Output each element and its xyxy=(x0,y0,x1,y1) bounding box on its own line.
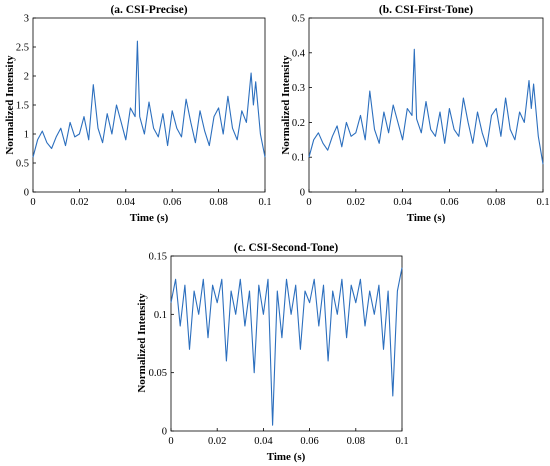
y-tick-label: 1.5 xyxy=(16,101,29,112)
x-tick-label: 0.08 xyxy=(487,197,505,208)
y-tick-label: 1 xyxy=(24,130,29,141)
x-axis-label: Time (s) xyxy=(267,451,306,463)
y-axis: 0 0.1 0.2 0.3 0.4 0.5 xyxy=(292,14,312,199)
y-tick-label: 2.5 xyxy=(16,43,29,54)
x-tick-label: 0.1 xyxy=(395,436,408,447)
x-tick-label: 0.1 xyxy=(258,197,271,208)
chart-title: (c. CSI-Second-Tone) xyxy=(234,242,339,254)
y-axis-label: Normalized Intensity xyxy=(4,55,16,155)
chart-panel-b: 0 0.02 0.04 0.06 0.08 0.1 0 0.1 0.2 0.3 0.4 0.5 (b… xyxy=(280,4,550,224)
y-axis: 0 0.05 0.1 0.15 xyxy=(149,252,174,438)
x-tick-label: 0 xyxy=(306,197,311,208)
x-axis-label: Time (s) xyxy=(407,212,446,224)
chart-panel-c: 0 0.02 0.04 0.06 0.08 0.1 0 0.05 0.1 0.15 (c. CS… xyxy=(136,242,409,463)
x-tick-label: 0.04 xyxy=(117,197,136,208)
y-tick-label: 0.2 xyxy=(292,118,305,129)
series-line xyxy=(32,40,266,158)
x-tick-label: 0.1 xyxy=(536,197,549,208)
series-line xyxy=(308,48,544,165)
x-tick-label: 0.08 xyxy=(347,436,365,447)
y-tick-label: 0.4 xyxy=(292,48,306,59)
x-axis: 0 0.02 0.04 0.06 0.08 0.1 xyxy=(30,189,272,208)
x-axis-label: Time (s) xyxy=(130,212,169,224)
y-tick-label: 0.1 xyxy=(154,310,167,321)
y-tick-label: 0.5 xyxy=(292,14,305,25)
x-tick-label: 0.08 xyxy=(209,197,227,208)
y-tick-label: 0.5 xyxy=(16,159,29,170)
chart-title: (a. CSI-Precise) xyxy=(110,4,187,16)
x-tick-label: 0 xyxy=(30,197,35,208)
chart-title: (b. CSI-First-Tone) xyxy=(379,4,473,16)
y-tick-label: 0.15 xyxy=(149,252,167,263)
y-axis: 0 0.5 1 1.5 2 2.5 3 xyxy=(16,14,36,199)
y-tick-label: 0 xyxy=(162,427,167,438)
y-tick-label: 0 xyxy=(300,188,305,199)
x-tick-label: 0.04 xyxy=(393,197,412,208)
x-tick-label: 0.06 xyxy=(163,197,181,208)
y-axis-label: Normalized Intensity xyxy=(280,55,292,155)
x-tick-label: 0.06 xyxy=(300,436,318,447)
y-tick-label: 2 xyxy=(24,72,29,83)
x-tick-label: 0.06 xyxy=(440,197,458,208)
x-axis: 0 0.02 0.04 0.06 0.08 0.1 xyxy=(306,189,550,208)
x-tick-label: 0.02 xyxy=(347,197,365,208)
y-tick-label: 0.3 xyxy=(292,83,305,94)
x-tick-label: 0.04 xyxy=(254,436,273,447)
y-tick-label: 0.1 xyxy=(292,153,305,164)
y-tick-label: 3 xyxy=(24,14,29,25)
chart-panel-a: 0 0.02 0.04 0.06 0.08 0.1 0 0.5 1 1.5 2 2.5 3 (a. C… xyxy=(4,4,272,224)
series-line xyxy=(170,267,403,426)
y-tick-label: 0 xyxy=(24,188,29,199)
x-tick-label: 0 xyxy=(168,436,173,447)
y-tick-label: 0.05 xyxy=(149,368,167,379)
x-tick-label: 0.02 xyxy=(208,436,226,447)
x-axis: 0 0.02 0.04 0.06 0.08 0.1 xyxy=(168,428,409,447)
y-axis-label: Normalized Intensity xyxy=(136,293,148,393)
x-tick-label: 0.02 xyxy=(70,197,88,208)
